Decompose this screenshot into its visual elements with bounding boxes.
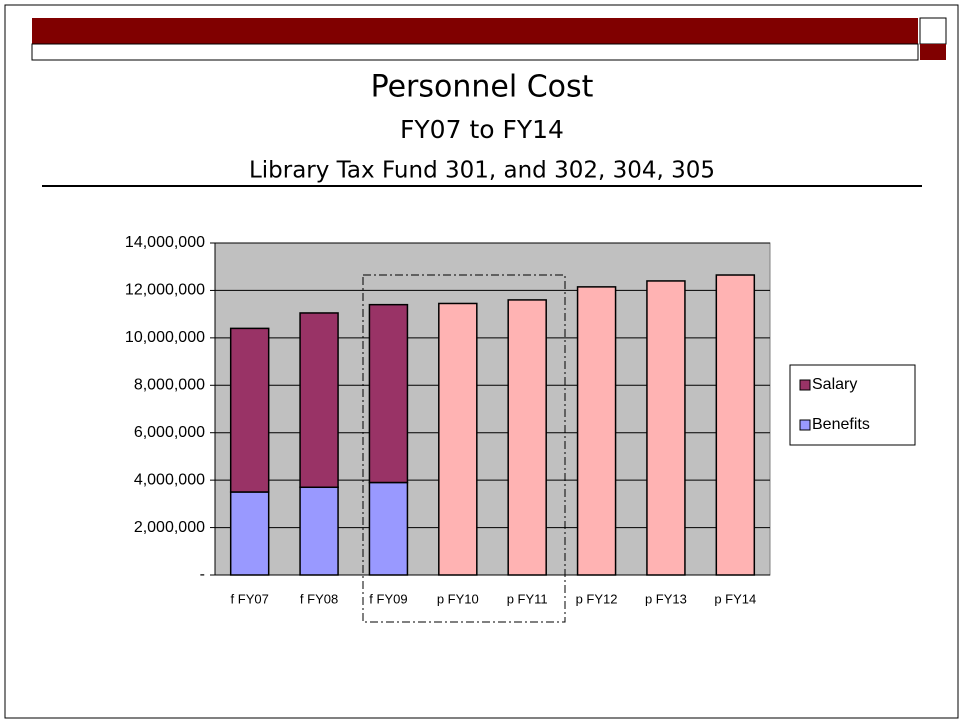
chart-title: Personnel Cost [371,70,594,105]
legend [789,364,916,446]
bar-segment [229,327,270,493]
header-band [32,18,918,44]
y-tick-label: 2,000,000 [134,519,205,536]
y-tick-label: - [200,566,205,583]
header-strip [31,43,919,61]
bar-segment [368,481,409,576]
x-tick-label: f FY08 [300,591,338,606]
bar-segment [715,274,756,576]
header-square [920,44,946,60]
bar-segment [229,491,270,576]
legend-label: Benefits [812,416,870,433]
bar-segment [299,312,339,489]
x-tick-label: p FY10 [437,591,479,606]
bar-segment [507,299,547,576]
x-tick-label: p FY12 [576,591,618,606]
plot-area [214,242,771,576]
bar-segment [576,286,617,576]
bar-segment [646,280,686,576]
x-tick-label: f FY07 [231,591,269,606]
chart-subtitle: Library Tax Fund 301, and 302, 304, 305 [249,158,715,184]
x-tick-label: p FY13 [645,591,687,606]
y-tick-label: 12,000,000 [125,282,205,299]
marks: - 2,000,000 4,000,000 6,000,000 8,000,000 10,… [125,234,770,606]
y-tick-label: 8,000,000 [134,377,205,394]
header-box [919,17,947,45]
bar-segment [368,303,409,484]
x-tick-label: p FY14 [714,591,756,606]
bar-segment [438,302,478,576]
y-tick-label: 6,000,000 [134,424,205,441]
chart-subtitle: FY07 to FY14 [400,115,564,144]
bar-segment [299,486,339,576]
y-tick-label: 14,000,000 [125,234,205,251]
legend-swatch [799,379,811,391]
highlight-box [362,274,566,623]
y-tick-label: 10,000,000 [125,329,205,346]
legend-swatch [799,419,811,431]
x-tick-label: p FY11 [507,591,548,606]
y-tick-label: 4,000,000 [134,471,205,488]
x-tick-label: f FY09 [369,591,407,606]
legend-items: Salary Benefits [799,376,870,433]
legend-label: Salary [812,376,857,393]
